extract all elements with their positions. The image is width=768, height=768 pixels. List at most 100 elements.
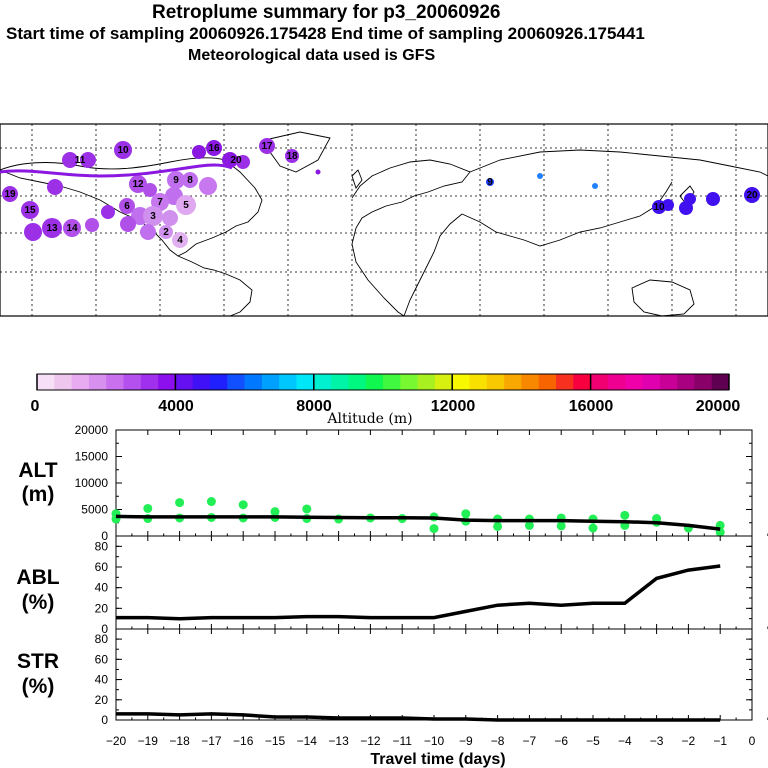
y-tick-label: 60 — [95, 652, 109, 666]
map-marker — [236, 155, 250, 169]
x-tick-label: −20 — [106, 734, 127, 748]
map-marker — [167, 171, 185, 189]
colorbar-swatch — [313, 374, 332, 390]
trajectory-band — [0, 163, 233, 178]
colorbar-swatch — [279, 374, 297, 390]
x-tick-label: −9 — [459, 734, 473, 748]
map-marker — [172, 232, 188, 248]
colorbar-label: Altitude (m) — [326, 411, 412, 427]
scatter-point — [524, 520, 534, 530]
colorbar-swatch — [452, 374, 470, 390]
y-tick-label: 20 — [95, 693, 109, 707]
x-tick-label: −7 — [523, 734, 537, 748]
altitude-colorbar — [36, 373, 730, 391]
map-marker — [114, 141, 132, 159]
map-marker — [222, 152, 238, 168]
map-marker — [129, 175, 147, 193]
x-tick-label: −11 — [392, 734, 412, 748]
marker-label: 20 — [230, 155, 242, 166]
x-tick-label: −13 — [328, 734, 349, 748]
x-tick-label: −8 — [491, 734, 505, 748]
colorbar-tick-label: 12000 — [431, 398, 476, 415]
x-tick-label: −15 — [265, 734, 286, 748]
y-tick-label: 60 — [95, 560, 109, 574]
map-marker — [744, 187, 760, 203]
y-tick-label: 40 — [95, 673, 109, 687]
map-marker — [101, 205, 115, 219]
marker-label: 13 — [46, 223, 58, 234]
colorbar-tick-label: 20000 — [696, 398, 741, 415]
colorbar-swatch — [296, 374, 315, 390]
x-axis-label: Travel time (days) — [370, 751, 505, 768]
map-marker — [486, 178, 494, 186]
colorbar-swatch — [556, 374, 574, 390]
panel-labels: ALT (m) ABL (%) STR (%) — [16, 459, 59, 698]
colorbar-swatch — [659, 374, 678, 390]
colorbar-swatch — [711, 374, 730, 390]
marker-labels: 16 17 18 9 8 7 6 5 4 3 2 12 13 11 10 19 … — [4, 141, 758, 246]
y-tick-label: 0 — [101, 713, 108, 727]
marker-label: 7 — [157, 197, 163, 208]
colorbar-swatch — [694, 374, 712, 390]
marker-label: 9 — [173, 175, 179, 186]
colorbar-swatch — [538, 374, 557, 390]
colorbar-swatch — [625, 374, 643, 390]
x-tick-label: −16 — [233, 734, 254, 748]
map-marker — [684, 193, 696, 205]
marker-label: 3 — [150, 211, 156, 222]
colorbar-swatch — [607, 374, 626, 390]
str-panel-unit: (%) — [22, 675, 55, 698]
colorbar-swatch — [210, 374, 228, 390]
marker-label: 14 — [66, 223, 78, 234]
scatter-point — [238, 500, 248, 510]
colorbar-swatch — [348, 374, 366, 390]
colorbar-tick-label: 8000 — [296, 398, 332, 415]
map-marker — [21, 201, 39, 219]
map-marker — [285, 149, 299, 163]
marker-label: 16 — [208, 143, 220, 154]
series-line — [115, 514, 721, 531]
map-marker — [143, 183, 157, 197]
x-tick-label: −19 — [138, 734, 159, 748]
series-line — [116, 712, 721, 722]
map-marker — [62, 152, 78, 168]
y-tick-label: 20 — [95, 601, 109, 615]
marker-label: 4 — [177, 235, 183, 246]
map-marker — [2, 186, 18, 202]
scatter-point — [588, 523, 598, 533]
x-tick-label: −14 — [297, 734, 318, 748]
y-tick-label: 20000 — [75, 423, 109, 437]
marker-label: 19 — [4, 189, 16, 200]
map-marker — [63, 219, 81, 237]
marker-label: 10 — [117, 145, 129, 156]
marker-label: 20 — [746, 190, 758, 201]
colorbar-swatch — [677, 374, 695, 390]
map-marker — [47, 179, 63, 195]
map-marker — [24, 223, 42, 241]
marker-label: 5 — [183, 200, 189, 211]
colorbar-swatch — [486, 374, 505, 390]
time-series-panels: 05000100001500020000020406080020406080−2… — [75, 423, 768, 748]
y-tick-label: 0 — [101, 622, 108, 636]
map-marker — [592, 183, 598, 189]
map-marker — [176, 195, 196, 215]
alt-panel-label: ALT — [18, 459, 57, 482]
x-tick-label: −17 — [201, 734, 222, 748]
colorbar-swatch — [521, 374, 539, 390]
colorbar-swatch — [140, 374, 159, 390]
marker-label: 11 — [75, 155, 86, 166]
colorbar-swatch — [504, 374, 522, 390]
marker-label: 17 — [261, 141, 273, 152]
page-title: Retroplume summary for p3_20060926 — [152, 2, 501, 23]
colorbar-tick-label: 4000 — [158, 398, 194, 415]
map-marker — [706, 192, 720, 206]
map-marker — [42, 218, 62, 238]
x-tick-label: 0 — [749, 734, 756, 748]
colorbar-swatch — [106, 374, 124, 390]
y-tick-label: 15000 — [75, 450, 109, 464]
map-marker — [537, 173, 543, 179]
map-marker — [120, 216, 136, 232]
colorbar-swatch — [383, 374, 401, 390]
colorbar-swatch — [37, 374, 55, 390]
x-tick-label: −4 — [618, 734, 632, 748]
